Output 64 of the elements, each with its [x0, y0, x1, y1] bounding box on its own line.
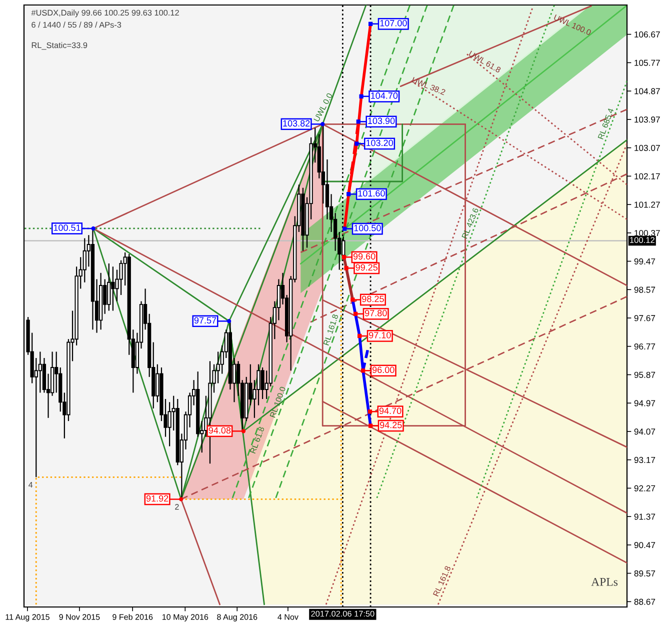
annotation: 6 / 1440 / 55 / 89 / APs-3 [32, 22, 122, 28]
annotation: APLs [591, 578, 618, 586]
y-tick-label: 105.77 [634, 60, 660, 66]
annotation: UWL 0.0 [314, 92, 333, 122]
data-label: 103.90 [368, 118, 395, 124]
y-tick-label: 93.17 [634, 456, 656, 464]
data-label: 94.08 [208, 427, 231, 434]
data-label: 100.51 [54, 224, 80, 231]
y-tick-label: 103.97 [634, 116, 660, 123]
y-tick-label: 99.47 [634, 258, 656, 264]
annotation: RL 161.8 [432, 566, 451, 597]
data-label: 94.70 [379, 408, 402, 414]
annotation: RL 423.6 [462, 208, 479, 239]
y-tick-label: 92.27 [634, 485, 656, 492]
data-label: 103.20 [366, 140, 393, 146]
annotation: UWL 61.8 [468, 50, 502, 73]
annotation: 2 [175, 504, 179, 510]
data-label: 94.25 [380, 422, 402, 428]
y-tick-label: 90.47 [634, 542, 656, 548]
y-tick-label: 98.57 [634, 286, 656, 293]
data-label: 91.92 [146, 495, 168, 502]
y-tick-label: 94.07 [634, 428, 656, 435]
annotation: RL 61.8 [250, 426, 264, 454]
annotation: UWL 38.2 [412, 76, 446, 96]
y-tick-label: 103.07 [634, 144, 660, 151]
data-label: 100.50 [354, 224, 381, 232]
data-label: 97.57 [194, 317, 216, 324]
ref-line-label: 2017.02.06 17:50 [311, 610, 374, 617]
annotation: RL 100.0 [270, 386, 286, 418]
y-tick-label: 96.77 [634, 343, 656, 350]
x-tick-label: 9 Feb 2016 [112, 614, 153, 620]
x-tick-label: 10 May 2016 [162, 614, 208, 622]
y-tick-label: 95.87 [634, 372, 656, 378]
annotation: RL_Static=33.9 [32, 42, 88, 50]
x-tick-label: 8 Aug 2016 [217, 614, 258, 622]
text: #USDX,Daily 99.66 100.25 99.63 100.12 [31, 10, 179, 18]
annotation: UWL 100.0 [554, 14, 592, 36]
y-tick-label: 91.37 [634, 514, 656, 520]
y-tick-label: 102.17 [634, 173, 660, 180]
data-label: 104.70 [371, 92, 398, 99]
x-tick-label: 4 Nov [278, 614, 298, 620]
ref-line-label: 100.12 [630, 237, 654, 243]
data-label: 107.00 [380, 20, 407, 26]
annotation: 4 [28, 482, 33, 488]
data-label: 103.82 [283, 120, 310, 127]
data-label: 96.00 [372, 366, 394, 374]
data-label: 97.10 [369, 332, 391, 338]
x-tick-label: 9 Nov 2015 [59, 614, 100, 620]
y-tick-label: 104.87 [634, 88, 660, 94]
annotation: RL 161.8 [323, 314, 338, 346]
y-tick-label: 88.67 [634, 598, 656, 605]
data-label: 101.60 [358, 190, 385, 197]
data-label: 99.25 [356, 264, 378, 271]
x-tick-label: 11 Aug 2015 [6, 614, 50, 622]
y-tick-label: 106.67 [634, 31, 660, 38]
y-tick-label: 101.27 [634, 202, 660, 208]
annotation: RL 685.4 [598, 108, 614, 140]
data-label: 98.25 [362, 296, 384, 302]
y-tick-label: 89.57 [634, 570, 656, 576]
y-tick-label: 94.97 [634, 400, 656, 406]
data-label: 97.80 [364, 310, 387, 316]
y-tick-label: 100.37 [634, 230, 660, 236]
data-label: 99.60 [353, 253, 376, 260]
y-tick-label: 97.67 [634, 315, 656, 322]
